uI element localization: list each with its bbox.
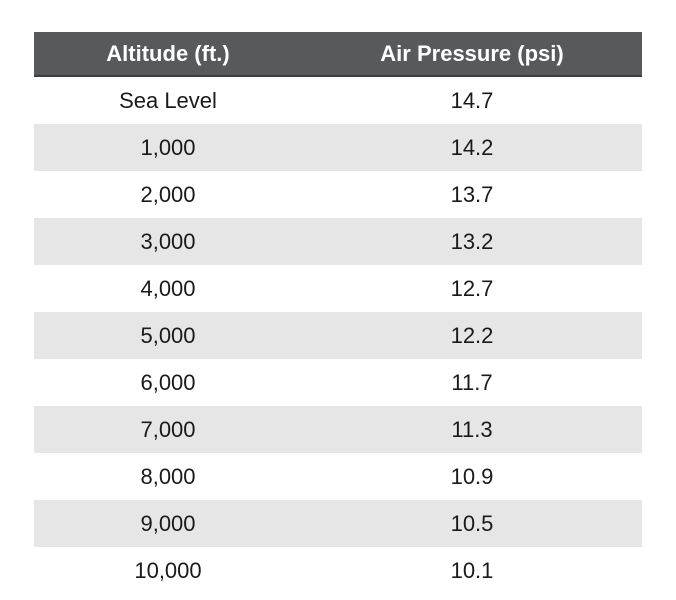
pressure-cell: 11.7 [451, 369, 493, 395]
table-row: 8,000 10.9 [34, 453, 642, 500]
altitude-cell: 4,000 [140, 275, 196, 301]
table-row: 6,000 11.7 [34, 359, 642, 406]
altitude-cell: 1,000 [140, 134, 196, 160]
pressure-cell: 10.5 [450, 510, 494, 536]
table-row: 3,000 13.2 [34, 218, 642, 265]
pressure-cell: 11.3 [451, 416, 493, 442]
table-row: Sea Level 14.7 [34, 77, 642, 124]
table-row: 7,000 11.3 [34, 406, 642, 453]
altitude-cell: 9,000 [140, 510, 196, 536]
altitude-cell: 3,000 [140, 228, 196, 254]
altitude-cell: 6,000 [140, 369, 196, 395]
table-row: 2,000 13.7 [34, 171, 642, 218]
pressure-cell: 10.1 [450, 557, 494, 583]
pressure-cell: 10.9 [450, 463, 494, 489]
pressure-cell: 14.7 [450, 87, 494, 113]
altitude-cell: 10,000 [134, 557, 202, 583]
altitude-cell: 8,000 [140, 463, 196, 489]
pressure-cell: 13.7 [450, 181, 494, 207]
pressure-cell: 14.2 [450, 134, 494, 160]
table-row: 10,000 10.1 [34, 547, 642, 594]
table-row: 9,000 10.5 [34, 500, 642, 547]
altitude-cell: 2,000 [140, 181, 196, 207]
altitude-cell: 5,000 [140, 322, 196, 348]
pressure-cell: 13.2 [450, 228, 494, 254]
pressure-cell: 12.2 [450, 322, 494, 348]
table-row: 5,000 12.2 [34, 312, 642, 359]
altitude-pressure-table: Altitude (ft.) Air Pressure (psi) Sea Le… [34, 32, 642, 594]
pressure-cell: 12.7 [450, 275, 494, 301]
altitude-cell: Sea Level [119, 87, 217, 113]
header-altitude: Altitude (ft.) [106, 40, 230, 66]
table-row: 4,000 12.7 [34, 265, 642, 312]
header-air-pressure: Air Pressure (psi) [380, 40, 564, 66]
table-header: Altitude (ft.) Air Pressure (psi) [34, 32, 642, 77]
altitude-cell: 7,000 [140, 416, 196, 442]
table-row: 1,000 14.2 [34, 124, 642, 171]
